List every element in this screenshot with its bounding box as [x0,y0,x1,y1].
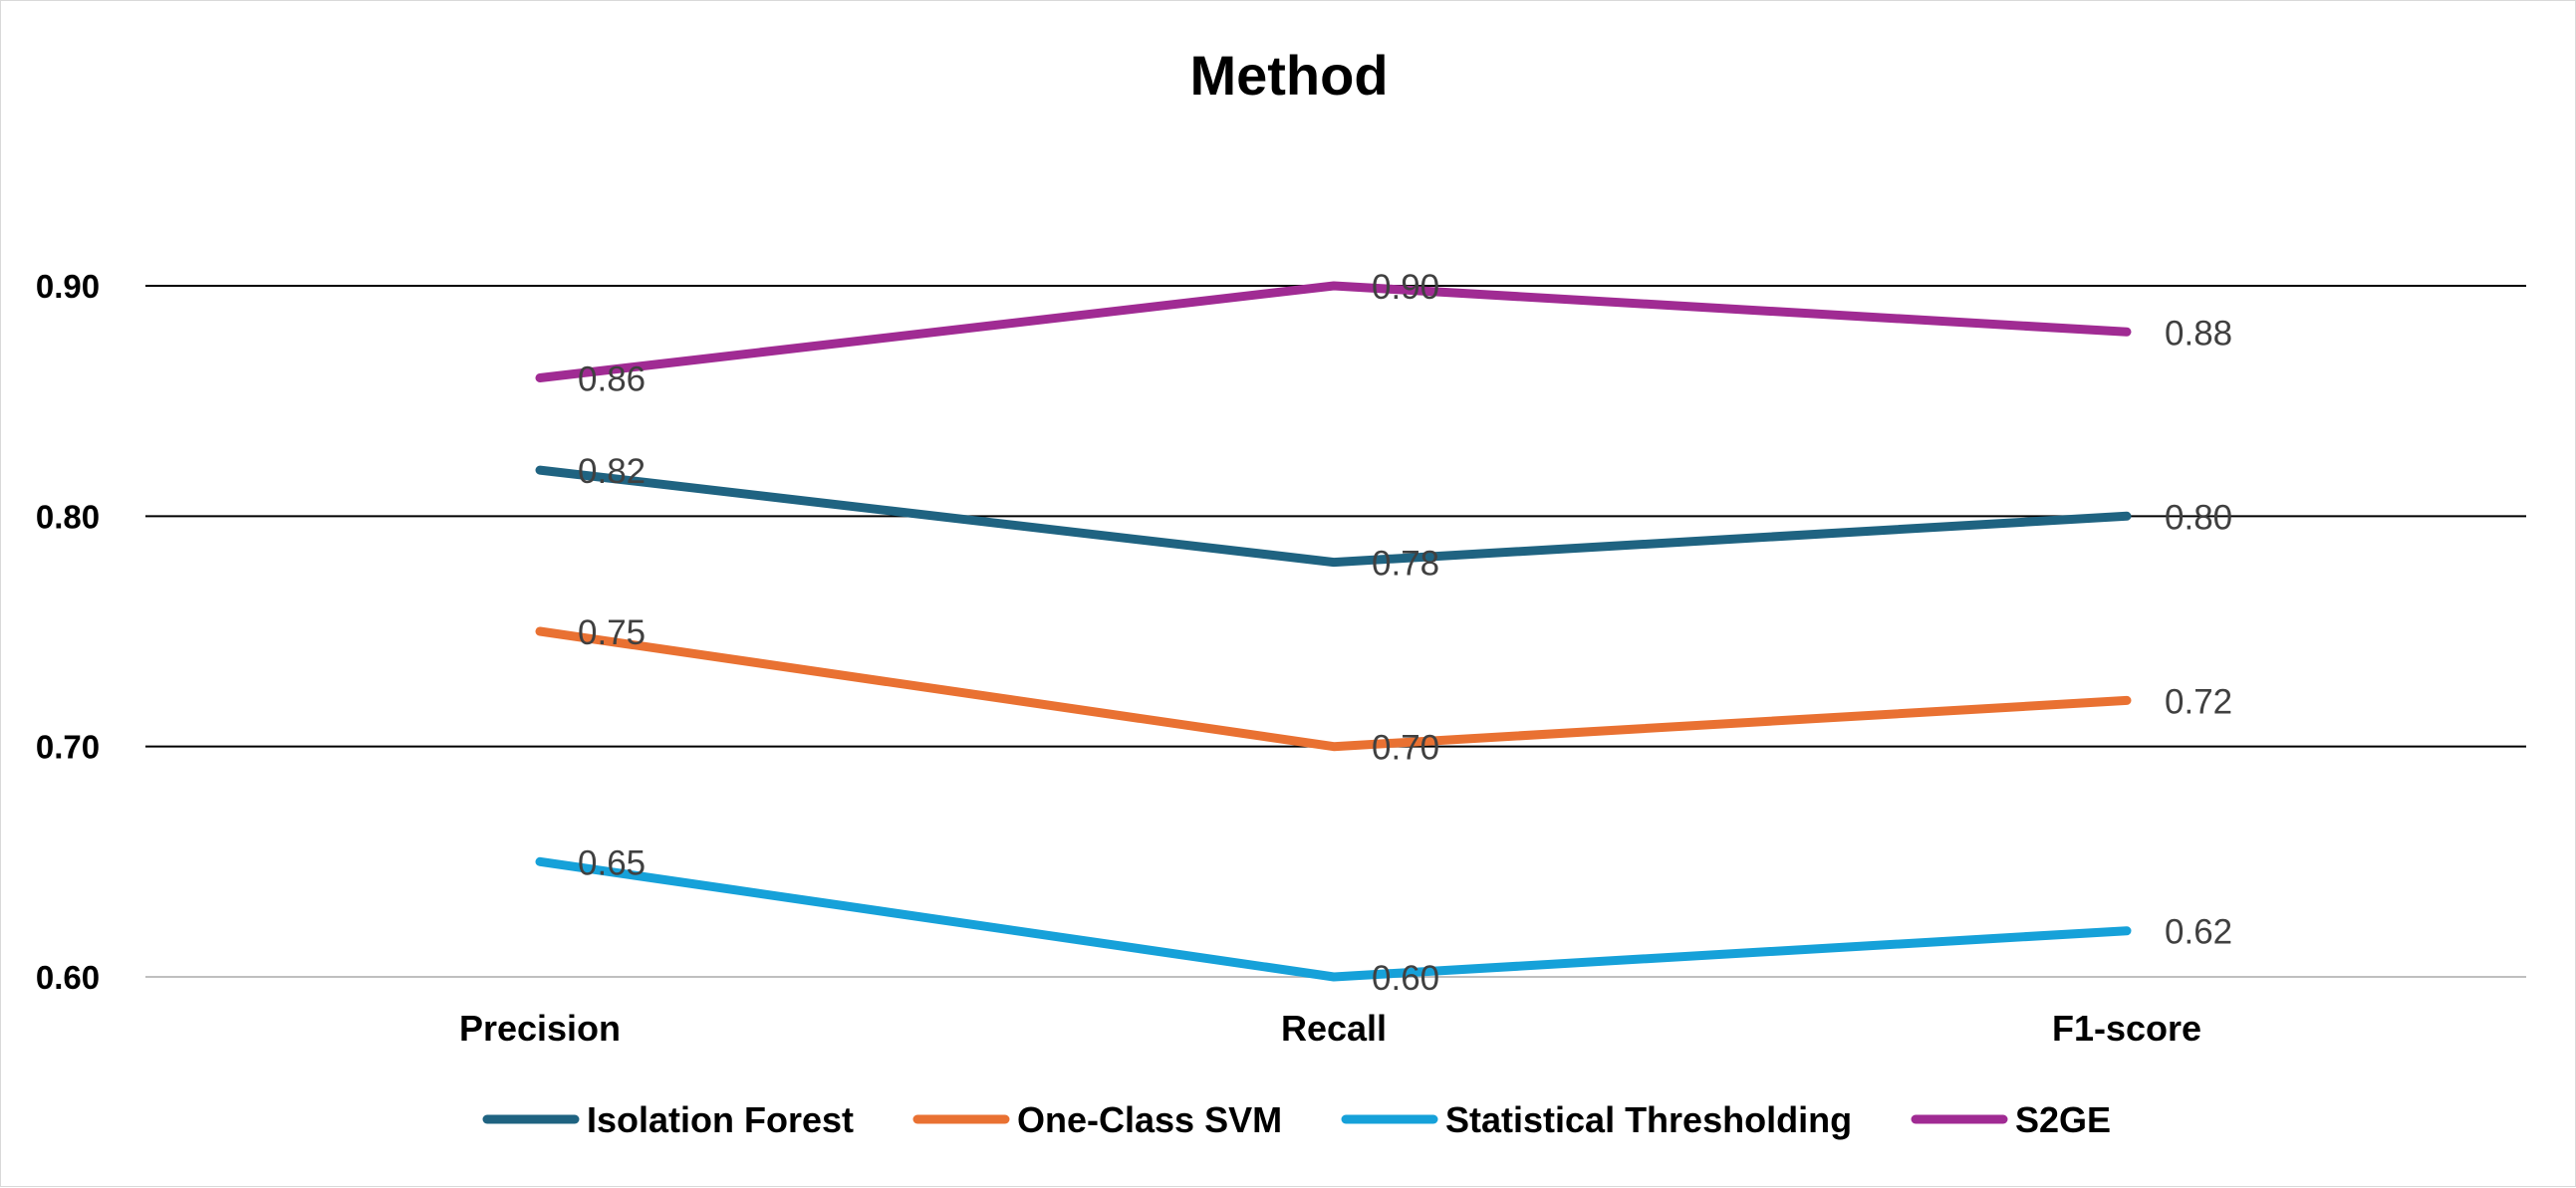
data-label: 0.72 [2165,682,2232,721]
data-label: 0.78 [1372,545,1439,584]
x-tick-label: Precision [459,1008,621,1049]
series-lines [535,281,2132,982]
gridlines [145,285,2526,978]
legend-label: One-Class SVM [1017,1099,1282,1140]
y-tick-label: 0.70 [36,729,100,766]
series-line [535,856,2132,982]
y-axis-ticks: 0.60 0.70 0.80 0.90 [36,268,100,996]
x-tick-label: Recall [1281,1008,1387,1049]
chart-title: Method [1189,44,1388,107]
legend-label: Statistical Thresholding [1445,1099,1852,1140]
data-label: 0.82 [578,452,645,491]
data-label: 0.65 [578,843,645,882]
series-line [535,626,2132,752]
series-line [535,465,2132,568]
data-label: 0.90 [1372,268,1439,307]
legend-label: S2GE [2015,1099,2111,1140]
data-label: 0.88 [2165,314,2232,353]
y-tick-label: 0.60 [36,959,100,996]
legend-label: Isolation Forest [587,1099,854,1140]
data-label: 0.80 [2165,498,2232,537]
data-labels: 0.82 0.78 0.80 0.75 0.70 0.72 0.65 0.60 0.62 0.86… [578,268,2232,998]
data-label: 0.62 [2165,913,2232,952]
data-label: 0.86 [578,360,645,399]
y-tick-label: 0.90 [36,268,100,305]
data-label: 0.70 [1372,729,1439,768]
x-tick-label: F1-score [2052,1008,2201,1049]
legend: Isolation Forest One-Class SVM Statistical… [482,1099,2111,1140]
data-label: 0.60 [1372,959,1439,998]
series-line [535,281,2132,382]
y-tick-label: 0.80 [36,498,100,535]
data-label: 0.75 [578,613,645,652]
x-axis-ticks: Precision Recall F1-score [459,1008,2201,1049]
